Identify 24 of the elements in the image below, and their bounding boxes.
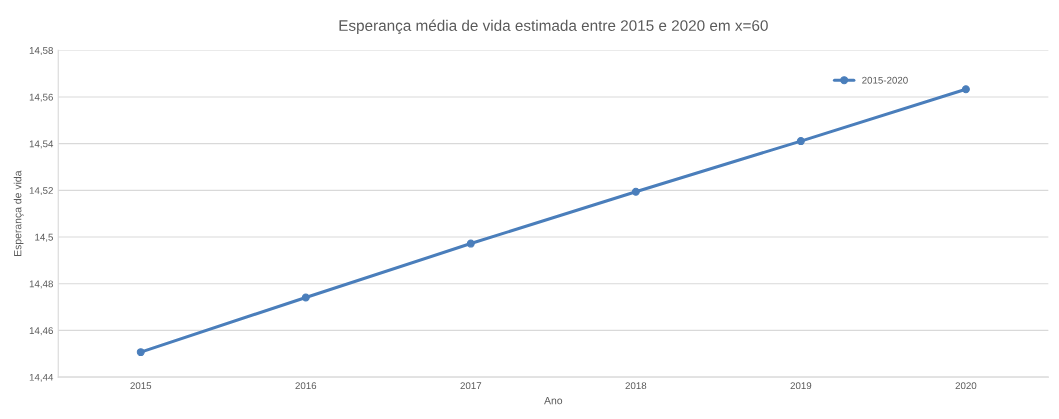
y-tick-label: 14,58 bbox=[29, 47, 53, 56]
y-tick-label: 14,54 bbox=[29, 140, 54, 149]
y-tick-label: 14,5 bbox=[35, 233, 53, 242]
point bbox=[136, 348, 145, 357]
y-tick-label: 14,46 bbox=[29, 327, 53, 336]
point bbox=[301, 293, 310, 302]
y-axis-title: Esperança de vida bbox=[13, 170, 24, 256]
x-tick-label: 2020 bbox=[955, 382, 977, 390]
x-tick-label: 2017 bbox=[460, 382, 482, 390]
y-tick-label: 14,56 bbox=[29, 93, 53, 102]
point bbox=[796, 137, 805, 146]
y-tick-label: 14,52 bbox=[29, 187, 53, 196]
point bbox=[466, 239, 475, 248]
y-tick-label: 14,48 bbox=[29, 280, 53, 289]
x-tick-label: 2018 bbox=[625, 382, 647, 390]
x-tick-label: 2015 bbox=[130, 382, 152, 390]
point bbox=[961, 85, 970, 94]
y-tick-label: 14,44 bbox=[29, 373, 54, 382]
chart-title: Esperança média de vida estimada entre 2015 e 2020 em x=60 bbox=[339, 19, 768, 35]
point bbox=[631, 187, 640, 196]
x-axis-title: Ano bbox=[544, 396, 563, 405]
x-tick-label: 2016 bbox=[295, 382, 317, 390]
legend-label: 2015-2020 bbox=[862, 76, 908, 84]
x-tick-label: 2019 bbox=[790, 382, 812, 390]
